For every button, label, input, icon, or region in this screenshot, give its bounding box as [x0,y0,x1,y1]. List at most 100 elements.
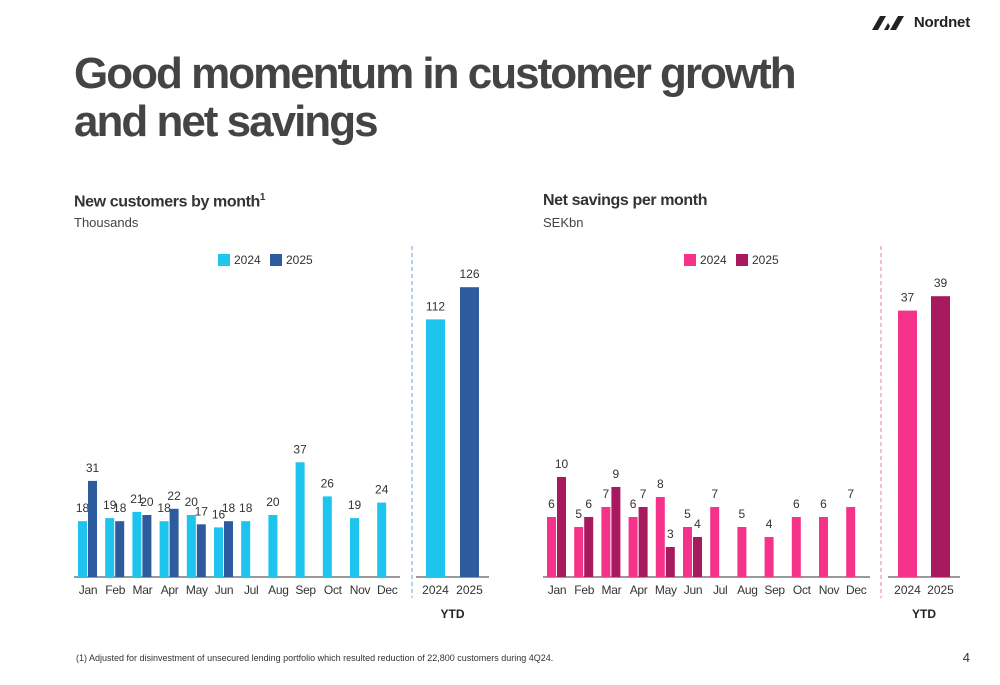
chart1-label-2025-mar: 20 [140,495,154,509]
nordnet-logo-icon [871,15,904,30]
chart1-ytd-bar-2025 [460,287,479,577]
chart2-bar-2025-feb [584,517,594,577]
chart1-bar-2025-feb [115,521,125,577]
chart2-tick-jul: Jul [713,583,727,597]
chart1-legend-swatch-2025 [270,254,282,266]
chart1-label-2024-mar: 21 [130,492,144,506]
chart2-label-2025-jun: 4 [694,517,701,531]
chart2-label-2024-feb: 5 [575,507,582,521]
chart1-title-text: New customers by month [74,193,260,211]
chart1-legend-label-2025: 2025 [286,253,313,267]
chart1-bar-2024-nov [350,518,359,577]
chart2-tick-dec: Dec [846,583,867,597]
chart1-label-2025-jun: 18 [222,501,236,515]
page-title: Good momentum in customer growth and net… [74,49,797,146]
chart1-bar-2024-may [186,515,196,577]
chart2-ytd-tick-2024: 2024 [894,583,921,597]
chart2-bar-2024-feb [574,527,584,577]
chart2-label-2024-oct: 6 [793,497,800,511]
chart1-bar-2024-jun [214,527,223,577]
chart1-label-2024-oct: 26 [321,476,335,490]
chart1-tick-jul: Jul [244,583,258,597]
chart1-label-2024-feb: 19 [103,498,117,512]
chart2-ytd-bar-2024 [898,310,917,577]
chart1-bar-2025-may [196,524,206,577]
chart1-tick-feb: Feb [105,583,125,597]
chart2-label-2024-sep: 4 [766,517,773,531]
chart2-legend-swatch-2024 [684,254,696,266]
chart1-tick-mar: Mar [133,583,153,597]
chart1-bar-2024-apr [159,521,169,577]
chart2-ytd-label-2025: 39 [934,276,948,290]
page-number: 4 [962,650,970,665]
chart1-label-2024-may: 20 [185,495,199,509]
chart1-label-2024-apr: 18 [157,501,171,515]
chart2-bar-2024-apr [628,517,638,577]
chart2-label-2024-aug: 5 [739,507,746,521]
chart1-label-2024-aug: 20 [266,495,280,509]
chart2-bar-2024-oct [791,517,801,577]
chart1-bar-2024-sep [295,462,305,577]
chart1-tick-aug: Aug [268,583,288,597]
chart2-tick-apr: Apr [630,583,648,597]
chart2-label-2024-mar: 7 [603,487,610,501]
chart1-bar-2025-jan [88,480,97,577]
chart2-ytd-bar-2025 [931,296,950,577]
chart1-legend-label-2024: 2024 [234,253,261,267]
chart2-bar-2024-jun [683,527,692,577]
chart1-ytd-tick-2024: 2024 [422,583,449,597]
chart2-tick-jun: Jun [684,583,702,597]
chart1-tick-oct: Oct [324,583,343,597]
chart2-label-2024-jun: 5 [684,507,691,521]
chart1-bar-2025-apr [169,508,179,577]
chart1-label-2024-nov: 19 [348,498,362,512]
chart1-label-2024-jul: 18 [239,501,253,515]
chart1-label-2025-apr: 22 [167,489,181,503]
chart1-ytd-tick-2025: 2025 [456,583,483,597]
chart1-label-2024-jan: 18 [76,501,90,515]
footnote: (1) Adjusted for disinvestment of unsecu… [76,653,554,663]
chart2-tick-jan: Jan [548,583,566,597]
chart2-bar-2025-jun [693,537,702,577]
brand-logo: Nordnet [871,14,970,31]
chart1-legend-swatch-2024 [218,254,230,266]
brand-name: Nordnet [913,14,970,31]
chart1-bar-2024-jan [78,521,87,577]
chart1-tick-may: May [186,583,208,597]
chart1-tick-jun: Jun [215,583,233,597]
chart2-legend-label-2025: 2025 [752,253,779,267]
chart1-bar-2025-jun [224,521,233,577]
chart2-label-2025-jan: 10 [555,457,569,471]
chart2-label-2025-feb: 6 [585,497,592,511]
chart2-title: Net savings per month [543,192,708,209]
chart1-label-2025-jan: 31 [86,461,100,475]
chart2-legend-label-2024: 2024 [700,253,727,267]
chart2-tick-mar: Mar [602,583,622,597]
chart2-bar-2025-jan [557,477,566,577]
chart1-bar-2024-oct [322,496,332,577]
chart1-ytd-bar-2024 [426,319,445,577]
chart2-bar-2025-apr [638,507,648,577]
chart2-bar-2025-may [665,547,675,577]
chart1-tick-apr: Apr [161,583,179,597]
chart2-bar-2024-dec [846,507,856,577]
chart2-label-2025-may: 3 [667,527,674,541]
chart2-label-2025-apr: 7 [640,487,647,501]
chart1-label-2025-feb: 18 [113,501,127,515]
chart2-label-2024-dec: 7 [847,487,854,501]
chart2-bar-2025-mar [611,487,621,577]
chart1-tick-nov: Nov [350,583,371,597]
chart1-bar-2024-mar [132,511,142,577]
chart1-bar-2024-jul [241,521,251,577]
chart2-bar-2024-aug [737,527,747,577]
chart1-label-2024-sep: 37 [293,442,307,456]
chart2-bar-2024-nov [819,517,828,577]
chart2-bar-2024-jul [710,507,720,577]
chart2-label-2025-mar: 9 [613,467,620,481]
chart1-label-2025-may: 17 [195,504,209,518]
chart2-tick-oct: Oct [793,583,812,597]
chart2-tick-aug: Aug [737,583,757,597]
chart2-tick-nov: Nov [819,583,840,597]
chart2-label-2024-nov: 6 [820,497,827,511]
